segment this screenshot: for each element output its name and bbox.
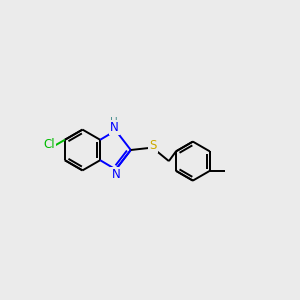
Text: Cl: Cl — [43, 138, 55, 152]
Text: S: S — [149, 139, 157, 152]
Text: H: H — [110, 117, 118, 127]
Text: N: N — [111, 168, 120, 182]
Text: N: N — [110, 121, 118, 134]
